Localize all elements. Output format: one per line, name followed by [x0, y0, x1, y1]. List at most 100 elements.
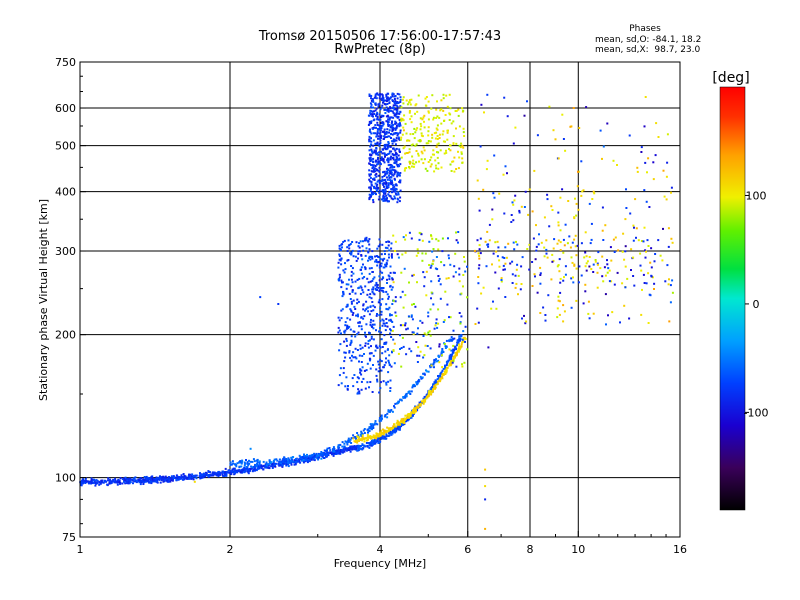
data-point: [142, 483, 145, 485]
data-point: [588, 265, 591, 268]
data-point: [369, 195, 372, 198]
data-point: [408, 110, 411, 112]
data-point: [559, 277, 562, 280]
data-point: [341, 445, 344, 448]
data-point: [564, 223, 567, 226]
data-point: [387, 274, 390, 277]
data-point: [381, 178, 384, 181]
data-point: [381, 298, 384, 301]
data-point: [378, 132, 381, 135]
data-point: [398, 400, 400, 403]
data-point: [464, 340, 466, 343]
data-point: [427, 161, 430, 163]
data-point: [392, 123, 395, 126]
data-point: [424, 97, 427, 100]
data-point: [518, 211, 521, 214]
data-point: [417, 139, 420, 142]
data-point: [557, 157, 560, 160]
data-point: [514, 274, 517, 277]
data-point: [484, 527, 487, 530]
data-point: [398, 148, 401, 151]
data-point: [580, 194, 583, 197]
data-point: [450, 360, 452, 363]
data-point: [377, 360, 380, 363]
data-point: [389, 314, 391, 317]
data-point: [368, 257, 371, 260]
data-point: [374, 170, 377, 173]
data-point: [371, 192, 373, 194]
y-tick-label: 500: [55, 140, 76, 153]
data-point: [357, 315, 359, 318]
data-point: [392, 271, 395, 274]
data-point: [624, 245, 627, 248]
data-point: [382, 197, 385, 200]
data-point: [596, 263, 599, 266]
data-point: [378, 151, 381, 154]
data-point: [394, 190, 397, 193]
data-point: [385, 100, 388, 103]
data-point: [569, 246, 572, 249]
data-point: [455, 231, 457, 234]
data-point: [365, 335, 367, 338]
data-point: [399, 179, 402, 182]
data-point: [360, 437, 363, 440]
data-point: [606, 122, 609, 125]
data-point: [387, 125, 390, 127]
data-point: [427, 370, 430, 373]
data-point: [585, 262, 588, 265]
data-point: [425, 142, 428, 145]
data-point: [396, 101, 399, 103]
data-point: [445, 339, 448, 342]
data-point: [652, 161, 655, 164]
data-point: [540, 241, 543, 244]
data-point: [550, 205, 553, 208]
data-point: [440, 122, 443, 125]
data-point: [380, 419, 383, 422]
data-point: [419, 117, 422, 120]
data-point: [370, 426, 373, 429]
data-point: [285, 463, 288, 465]
data-point: [500, 277, 503, 280]
data-point: [360, 272, 363, 275]
data-point: [450, 362, 453, 365]
data-point: [485, 265, 488, 268]
data-point: [393, 362, 396, 365]
data-point: [344, 324, 347, 327]
data-point: [247, 464, 250, 467]
data-point: [368, 178, 371, 181]
data-point: [376, 440, 379, 443]
data-point: [440, 376, 443, 379]
data-point: [346, 305, 349, 308]
data-point: [381, 258, 384, 261]
data-point: [395, 184, 398, 187]
data-point: [377, 118, 380, 121]
data-point: [453, 265, 456, 268]
data-point: [591, 198, 594, 200]
data-point: [362, 317, 365, 320]
data-point: [402, 306, 405, 309]
data-point: [374, 124, 377, 127]
data-point: [448, 355, 451, 358]
data-point: [562, 304, 565, 307]
data-point: [355, 259, 358, 262]
data-point: [290, 456, 293, 459]
data-point: [377, 105, 380, 108]
data-point: [251, 460, 254, 463]
data-point: [603, 266, 606, 269]
data-point: [511, 260, 514, 263]
data-point: [625, 188, 627, 191]
data-point: [602, 280, 605, 283]
data-point: [389, 387, 392, 390]
data-point: [443, 152, 446, 155]
data-point: [387, 371, 390, 374]
data-point: [80, 482, 83, 485]
data-point: [390, 179, 393, 182]
data-point: [375, 288, 378, 291]
data-point: [435, 381, 438, 384]
data-point: [397, 132, 400, 135]
data-point: [390, 247, 393, 250]
data-point: [368, 120, 371, 123]
data-point: [389, 390, 392, 392]
data-point: [378, 166, 381, 169]
data-point: [356, 449, 359, 452]
